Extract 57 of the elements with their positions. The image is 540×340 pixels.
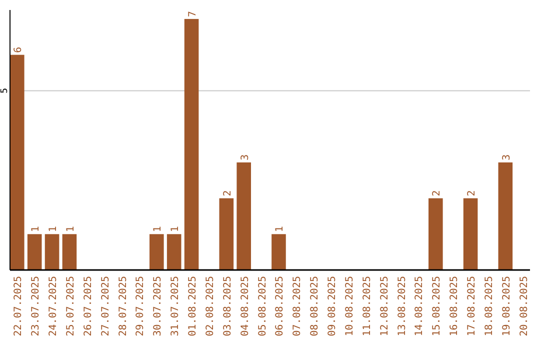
data-label: 1 <box>152 226 164 232</box>
x-tick-label: 07.08.2025 <box>292 276 304 336</box>
x-tick-label: 13.08.2025 <box>396 276 408 336</box>
data-label: 1 <box>48 226 60 232</box>
x-tick-label: 26.07.2025 <box>82 276 94 336</box>
x-tick-label: 12.08.2025 <box>379 276 390 336</box>
bar <box>44 234 60 270</box>
bar <box>10 54 24 270</box>
x-tick-label: 01.08.2025 <box>188 276 199 336</box>
x-tick-label: 15.08.2025 <box>432 276 443 336</box>
data-label: 3 <box>501 154 512 160</box>
data-label: 1 <box>30 226 42 232</box>
bar <box>27 234 42 270</box>
x-tick-label: 14.08.2025 <box>414 276 426 336</box>
x-tick-label: 30.07.2025 <box>152 276 164 336</box>
bar <box>498 162 513 270</box>
x-tick-label: 24.07.2025 <box>48 276 60 336</box>
x-tick-label: 09.08.2025 <box>327 276 338 336</box>
x-tick-label: 17.08.2025 <box>466 276 478 336</box>
bar <box>272 234 286 270</box>
x-tick-label: 04.08.2025 <box>240 276 251 336</box>
x-tick-label: 25.07.2025 <box>65 276 76 336</box>
bar <box>166 234 182 270</box>
x-tick-label: 03.08.2025 <box>222 276 234 336</box>
bar <box>463 198 478 270</box>
bar <box>62 234 77 270</box>
data-label: 2 <box>432 190 443 196</box>
data-label: 6 <box>13 46 24 53</box>
data-label: 1 <box>274 226 286 232</box>
x-tick-label: 20.08.2025 <box>518 276 530 336</box>
x-tick-label: 16.08.2025 <box>449 276 460 336</box>
x-tick-label: 06.08.2025 <box>274 276 286 336</box>
x-tick-label: 08.08.2025 <box>310 276 321 336</box>
x-tick-label: 02.08.2025 <box>204 276 216 336</box>
x-tick-label: 28.07.2025 <box>118 276 129 336</box>
data-label: 1 <box>170 226 182 232</box>
data-label: 3 <box>240 154 251 160</box>
bar <box>219 198 234 270</box>
x-tick-label: 23.07.2025 <box>30 276 42 336</box>
x-tick-label: 31.07.2025 <box>170 276 182 336</box>
bar <box>428 198 443 270</box>
x-tick-label: 10.08.2025 <box>344 276 356 336</box>
x-tick-label: 05.08.2025 <box>257 276 268 336</box>
y-tick-label: 5 <box>0 88 10 94</box>
x-tick-label: 11.08.2025 <box>362 276 373 336</box>
data-label: 2 <box>222 190 234 196</box>
x-tick-label: 29.07.2025 <box>135 276 146 336</box>
x-tick-label: 19.08.2025 <box>501 276 512 336</box>
x-tick-label: 27.07.2025 <box>100 276 112 336</box>
data-label: 1 <box>65 226 76 232</box>
data-label: 2 <box>466 190 478 196</box>
bar <box>236 162 251 270</box>
data-label: 7 <box>188 10 199 17</box>
x-tick-label: 22.07.2025 <box>13 276 24 336</box>
bar <box>150 234 164 270</box>
bar <box>184 18 199 270</box>
x-tick-label: 18.08.2025 <box>484 276 495 336</box>
